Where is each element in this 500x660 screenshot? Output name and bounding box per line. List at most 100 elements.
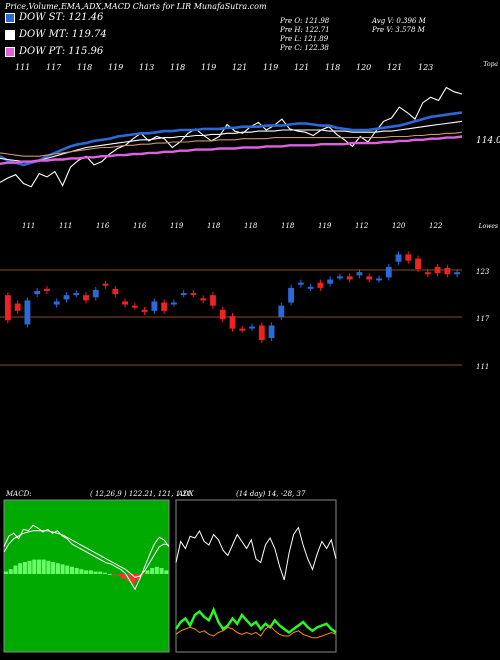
candle-body xyxy=(112,288,119,295)
macd-histogram-bar xyxy=(27,560,32,574)
macd-histogram-bar xyxy=(13,565,18,574)
candle-body xyxy=(336,276,343,279)
ema-top-label: 119 xyxy=(201,63,216,72)
candle-body xyxy=(190,293,197,296)
candle-body xyxy=(34,291,41,295)
ema-top-label: 123 xyxy=(418,63,433,72)
ema-series-line xyxy=(0,135,463,165)
legend-label-pt: DOW PT: 115.96 xyxy=(19,46,104,57)
macd-histogram-bar xyxy=(107,574,112,575)
candle-body xyxy=(239,328,246,331)
macd-histogram-bar xyxy=(164,570,169,574)
macd-histogram-bar xyxy=(22,562,27,574)
macd-histogram-bar xyxy=(18,563,23,574)
stat-pre-open: Pre O: 121.98 xyxy=(280,17,330,25)
macd-histogram-bar xyxy=(145,570,150,574)
ema-top-label: 111 xyxy=(15,63,30,72)
ema-bottom-label: 118 xyxy=(207,222,221,230)
macd-histogram-bar xyxy=(65,565,70,574)
macd-histogram-bar xyxy=(112,574,117,576)
candle-body xyxy=(385,266,392,278)
adx-header-values: (14 day) 14, -28, 37 xyxy=(236,490,306,498)
price-level-label: 117 xyxy=(476,315,490,323)
candle-body xyxy=(278,305,285,318)
ema-bottom-label: 118 xyxy=(244,222,258,230)
adx-series-line xyxy=(175,624,337,639)
ema-bottom-label: 118 xyxy=(281,222,295,230)
ema-top-label: 118 xyxy=(325,63,340,72)
candle-body xyxy=(200,298,207,301)
candle-body xyxy=(405,254,412,261)
adx-panel-bg xyxy=(175,499,337,653)
candle-body xyxy=(53,301,60,305)
legend-swatch-st xyxy=(5,12,15,23)
candle-body xyxy=(229,316,236,329)
candle-body xyxy=(268,325,275,339)
ema-top-label: 121 xyxy=(232,63,247,72)
legend-label-st: DOW ST: 121.46 xyxy=(19,12,104,23)
macd-histogram-bar xyxy=(93,571,98,574)
candle-body xyxy=(434,266,441,274)
ema-bottom-label: 112 xyxy=(355,222,369,230)
candle-body xyxy=(83,295,89,301)
ema-top-label: 119 xyxy=(108,63,123,72)
macd-histogram-bar xyxy=(37,559,42,574)
candle-body xyxy=(131,305,138,308)
macd-histogram-bar xyxy=(46,560,51,574)
stat-pre-low: Pre L: 121.89 xyxy=(280,35,329,43)
ema-top-label: 118 xyxy=(170,63,185,72)
candle-body xyxy=(346,276,353,280)
macd-histogram-bar xyxy=(55,563,60,574)
macd-histogram-bar xyxy=(159,568,164,574)
ema-bottom-label: 119 xyxy=(170,222,184,230)
ema-top-label: 113 xyxy=(139,63,154,72)
candle-body xyxy=(4,295,11,321)
macd-panel-bg xyxy=(3,499,170,653)
legend-swatch-pt xyxy=(5,46,15,57)
candle-body xyxy=(376,278,382,281)
candle-body xyxy=(366,276,373,280)
price-level-label: 123 xyxy=(476,268,490,276)
macd-histogram-bar xyxy=(74,568,79,574)
ema-bottom-label: 116 xyxy=(96,222,110,230)
ema-bottom-corner-label: Lowes xyxy=(478,223,498,230)
candle-body xyxy=(161,302,168,311)
ema-bottom-label: 111 xyxy=(59,222,72,230)
legend-dow-mt: DOW MT: 119.74 xyxy=(5,29,107,41)
candle-body xyxy=(24,300,31,325)
ema-top-label: 117 xyxy=(46,63,62,72)
ema-corner-label: Topa xyxy=(483,61,498,68)
candle-body xyxy=(327,279,334,284)
candle-body xyxy=(44,288,50,291)
macd-histogram-bar xyxy=(126,574,131,582)
macd-histogram-bar xyxy=(140,574,145,576)
macd-header-values: ( 12,26,9 ) 122.21, 121, 1.21 xyxy=(90,490,191,498)
macd-histogram-bar xyxy=(131,574,136,584)
stat-pre-volume: Pre V: 3.578 M xyxy=(372,26,425,34)
macd-histogram-bar xyxy=(51,562,56,574)
candle-body xyxy=(454,272,461,275)
ema-value-label: 114.06 xyxy=(476,136,500,146)
ema-top-label: 120 xyxy=(356,63,371,72)
ema-series-line xyxy=(0,131,463,157)
macd-histogram-bar xyxy=(32,559,37,574)
macd-histogram-bar xyxy=(121,574,126,579)
macd-histogram-bar xyxy=(8,569,13,574)
macd-histogram-bar xyxy=(60,564,65,574)
ema-top-label: 121 xyxy=(387,63,402,72)
candle-body xyxy=(92,289,99,298)
candle-body xyxy=(307,286,314,289)
ema-bottom-label: 111 xyxy=(22,222,35,230)
macd-header-label: MACD: xyxy=(5,490,32,498)
macd-histogram-bar xyxy=(98,571,103,574)
stat-avg-volume: Avg V: 0.396 M xyxy=(372,17,426,25)
candle-body xyxy=(258,325,265,341)
ema-series-line xyxy=(0,111,463,167)
candle-body xyxy=(219,309,226,320)
price-level-label: 111 xyxy=(476,363,489,371)
candle-body xyxy=(395,254,402,262)
macd-histogram-bar xyxy=(88,570,93,574)
macd-histogram-bar xyxy=(84,570,89,574)
